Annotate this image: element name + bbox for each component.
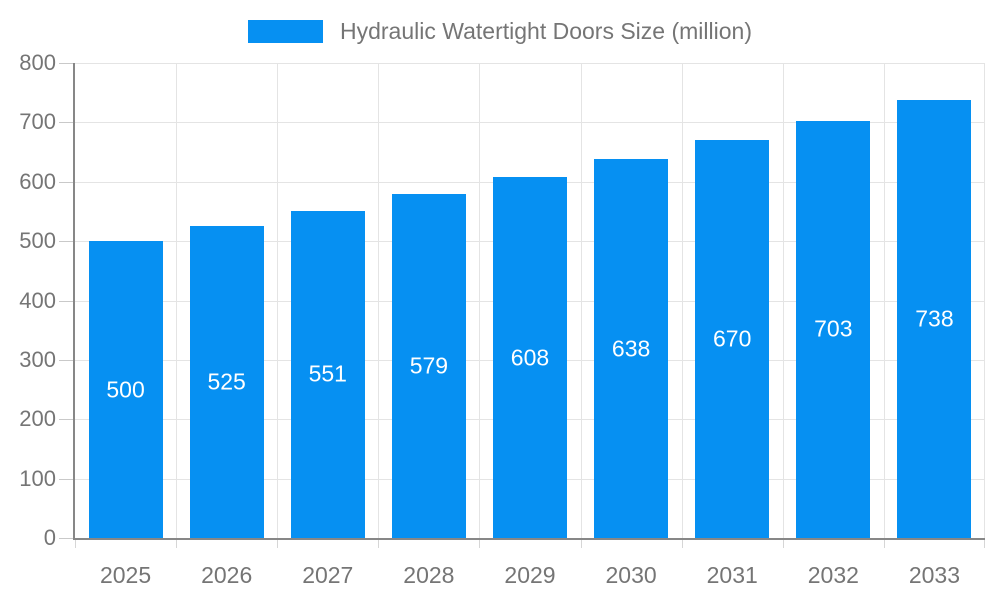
- gridline-v: [984, 63, 985, 538]
- bar-2025[interactable]: 500: [88, 241, 163, 538]
- x-axis-tick-label: 2027: [302, 562, 354, 588]
- x-axis-tick: [277, 540, 279, 548]
- category-slot: 500: [75, 63, 176, 538]
- gridline-v: [782, 63, 784, 538]
- bar-2028[interactable]: 579: [391, 194, 466, 538]
- bar-2027[interactable]: 551: [290, 210, 365, 538]
- bar-value-label: 738: [915, 305, 954, 332]
- category-slot: 703: [783, 63, 884, 538]
- category-slot: 525: [176, 63, 277, 538]
- y-axis-tick-label: 400: [19, 287, 56, 313]
- bar-2029[interactable]: 608: [492, 177, 567, 538]
- gridline-v: [378, 63, 380, 538]
- bar-value-label: 638: [611, 335, 651, 362]
- x-axis-tick: [479, 540, 481, 548]
- y-axis-tick: [59, 241, 73, 243]
- x-axis-tick: [378, 540, 380, 548]
- y-axis-tick-label: 700: [19, 109, 56, 135]
- x-axis-tick-label: 2033: [908, 562, 961, 588]
- y-axis-tick: [59, 478, 73, 480]
- legend-label: Hydraulic Watertight Doors Size (million…: [340, 18, 752, 44]
- bar-value-label: 500: [106, 376, 145, 403]
- x-axis-tick: [580, 540, 582, 548]
- x-axis-tick-label: 2026: [201, 562, 253, 588]
- x-axis-tick-label: 2030: [605, 562, 657, 588]
- x-axis-tick-label: 2029: [504, 562, 556, 588]
- y-axis-tick: [59, 122, 73, 124]
- legend[interactable]: Hydraulic Watertight Doors Size (million…: [0, 18, 1000, 45]
- y-axis-tick: [59, 359, 73, 361]
- y-axis-tick: [59, 63, 73, 64]
- x-axis-tick-label: 2028: [403, 562, 455, 588]
- bar-value-label: 525: [207, 368, 246, 395]
- bar-2033[interactable]: 738: [897, 99, 972, 538]
- y-axis-tick-label: 800: [19, 50, 56, 75]
- category-slot: 551: [277, 63, 378, 538]
- category-slot: 579: [378, 63, 479, 538]
- x-axis-tick: [782, 540, 784, 548]
- x-axis-tick-label: 2025: [99, 562, 152, 588]
- bar-2030[interactable]: 638: [594, 159, 669, 538]
- category-slot: 638: [581, 63, 682, 538]
- x-axis-tick-label: 2032: [807, 562, 859, 588]
- x-axis-tick: [176, 540, 178, 548]
- x-axis-tick: [883, 540, 885, 548]
- y-axis-labels: 0 100 200 300 400 500 600 700 800: [0, 52, 56, 549]
- gridline-v: [479, 63, 481, 538]
- gridline-h: [75, 122, 985, 124]
- y-axis-tick: [59, 300, 73, 302]
- bar-2032[interactable]: 703: [796, 120, 871, 538]
- y-axis-tick-label: 600: [19, 168, 56, 194]
- y-axis-tick-label: 0: [43, 525, 56, 550]
- x-axis-tick: [75, 540, 76, 548]
- gridline-h: [75, 63, 985, 64]
- x-axis-labels: 2025 2026 2027 2028 2029 2030 2031 2032 2033: [75, 556, 985, 590]
- gridline-v: [681, 63, 683, 538]
- y-axis-tick-label: 500: [19, 228, 56, 254]
- y-axis-tick-label: 300: [19, 346, 56, 372]
- gridline-v: [580, 63, 582, 538]
- y-axis-tick: [59, 419, 73, 421]
- bar-value-label: 608: [510, 344, 550, 370]
- category-slot: 670: [682, 63, 783, 538]
- plot-area: 500 525 551 579 608 638 670 703 738: [59, 63, 985, 548]
- y-axis-tick: [59, 181, 73, 183]
- bar-value-label: 551: [308, 360, 347, 387]
- x-axis-tick-label: 2031: [706, 562, 758, 588]
- category-slot: 738: [884, 63, 985, 538]
- gridline-v: [883, 63, 885, 538]
- x-axis-tick: [681, 540, 683, 548]
- legend-swatch-icon: [248, 20, 323, 43]
- x-axis-tick: [984, 540, 985, 548]
- category-slot: 608: [479, 63, 580, 538]
- bar-value-label: 670: [713, 325, 752, 352]
- bar-value-label: 579: [409, 352, 449, 379]
- y-axis-tick-label: 200: [19, 406, 56, 432]
- y-axis-tick: [59, 538, 73, 539]
- bar-2031[interactable]: 670: [695, 140, 770, 538]
- bar-2026[interactable]: 525: [189, 226, 264, 538]
- gridline-v: [176, 63, 178, 538]
- gridline-v: [277, 63, 279, 538]
- y-axis-tick-label: 100: [19, 465, 56, 491]
- bar-value-label: 703: [814, 315, 853, 342]
